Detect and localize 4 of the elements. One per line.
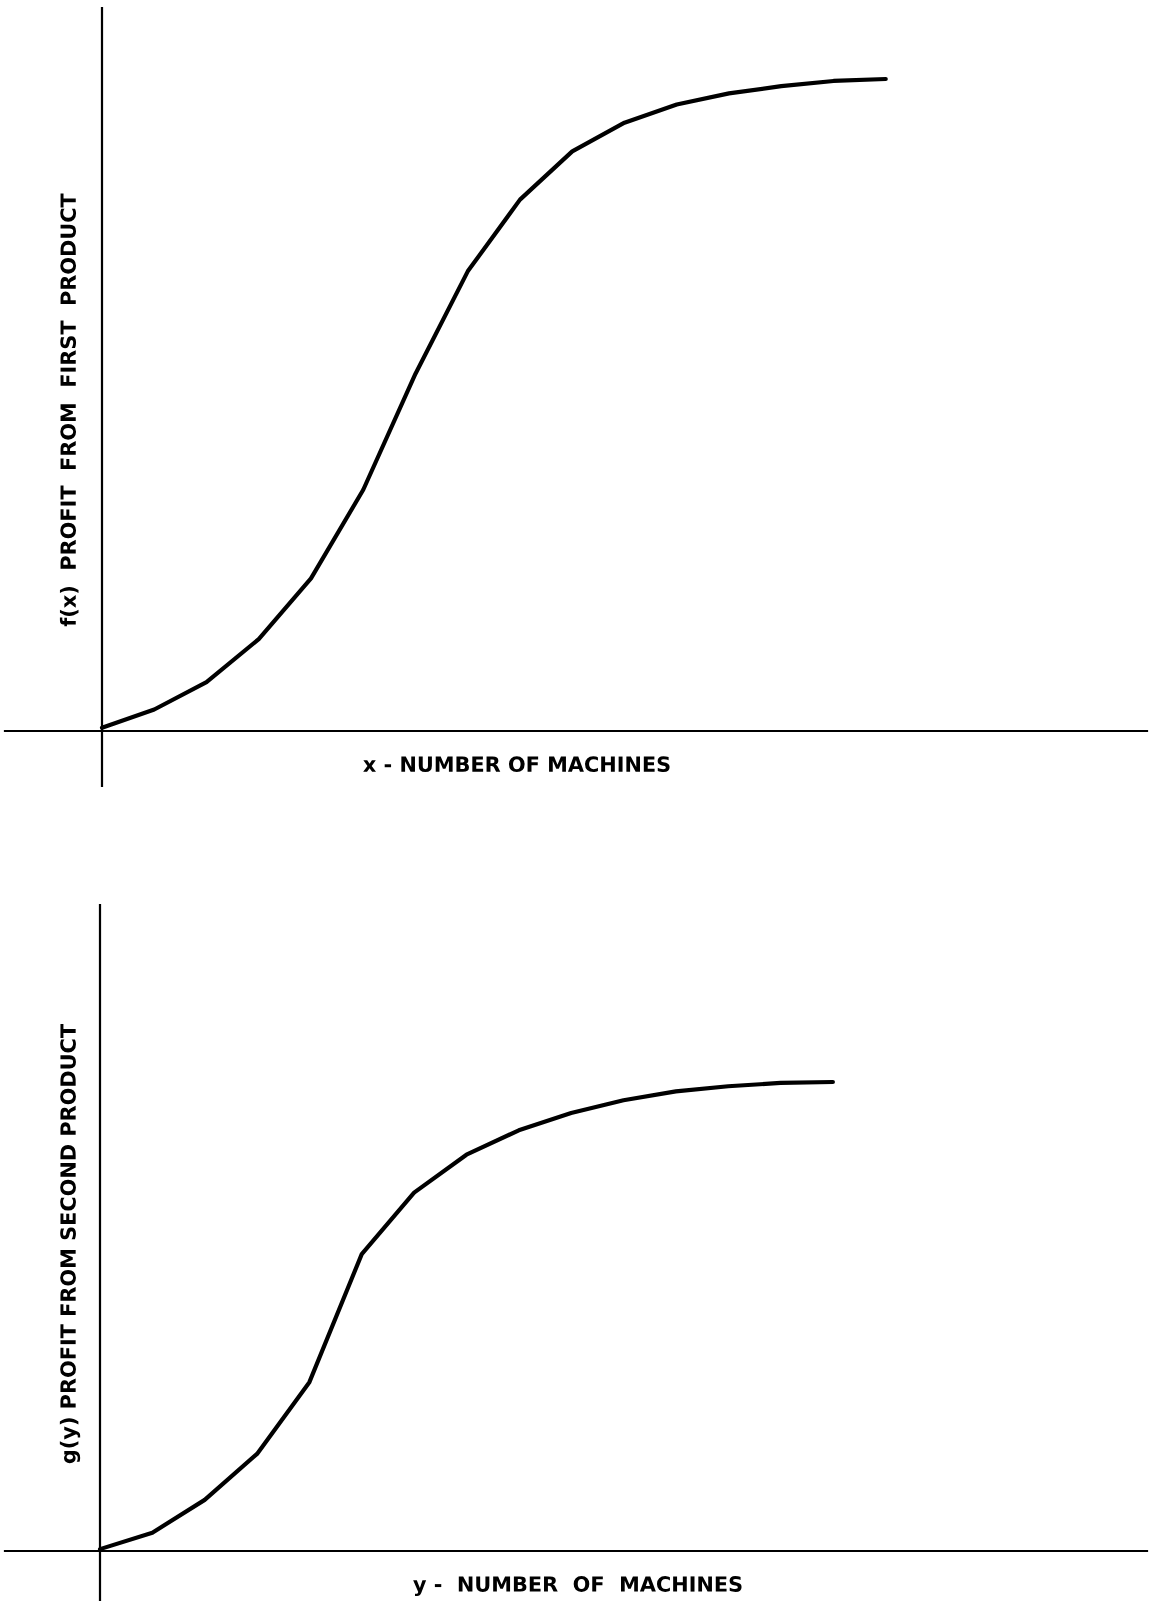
y-axis-title: f(x) PROFIT FROM FIRST PRODUCT (59, 193, 79, 627)
y-axis-title: g(y) PROFIT FROM SECOND PRODUCT (59, 1024, 81, 1464)
x-axis-title: y - NUMBER OF MACHINES (413, 1576, 742, 1597)
x-axis-title: x - NUMBER OF MACHINES (363, 756, 670, 773)
